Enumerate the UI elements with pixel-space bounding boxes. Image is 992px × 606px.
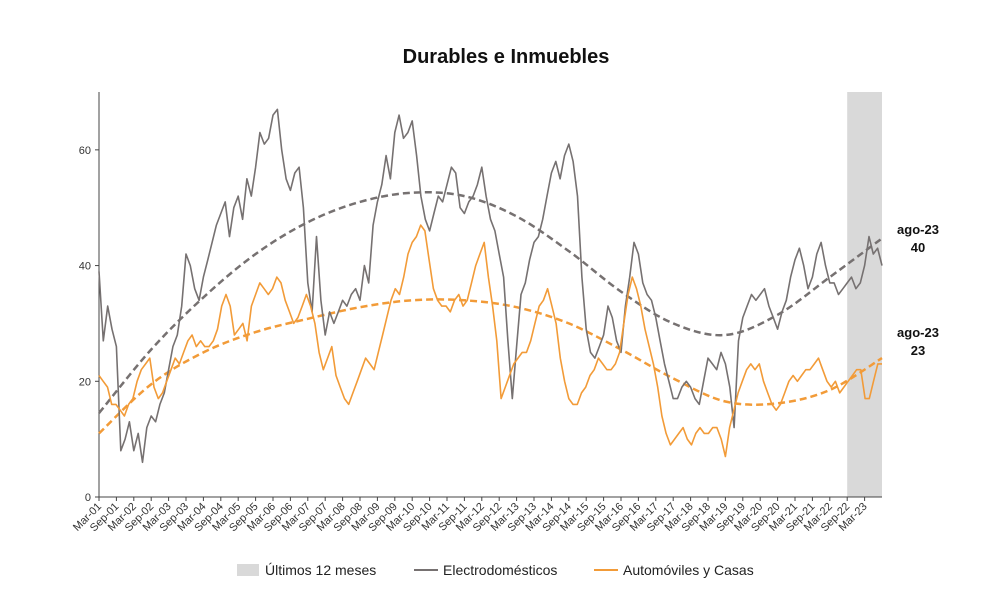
annotation-value: 40 xyxy=(911,240,925,255)
y-tick-label: 20 xyxy=(79,376,91,388)
annotation-value: 23 xyxy=(911,343,925,358)
y-tick-label: 60 xyxy=(79,145,91,157)
legend-label-shaded: Últimos 12 meses xyxy=(265,562,376,578)
shaded-region xyxy=(847,92,882,497)
annotation-label: ago-23 xyxy=(897,222,939,237)
plot-area: 0204060Mar-01Sep-01Mar-02Sep-02Mar-03Sep… xyxy=(71,92,939,534)
y-tick-label: 0 xyxy=(85,492,91,504)
trend-line-automoviles-casas xyxy=(98,298,883,435)
legend-label-automoviles-casas: Automóviles y Casas xyxy=(623,562,754,578)
y-tick-label: 40 xyxy=(79,261,91,273)
annotation-label: ago-23 xyxy=(897,325,939,340)
legend-label-electrodomesticos: Electrodomésticos xyxy=(443,562,557,578)
series-line-electrodomesticos xyxy=(98,108,883,464)
chart-title: Durables e Inmuebles xyxy=(403,46,610,68)
series-line-automoviles-casas xyxy=(98,224,882,458)
legend-swatch-shaded xyxy=(237,564,259,576)
legend: Últimos 12 meses Electrodomésticos Automóv… xyxy=(237,562,754,578)
